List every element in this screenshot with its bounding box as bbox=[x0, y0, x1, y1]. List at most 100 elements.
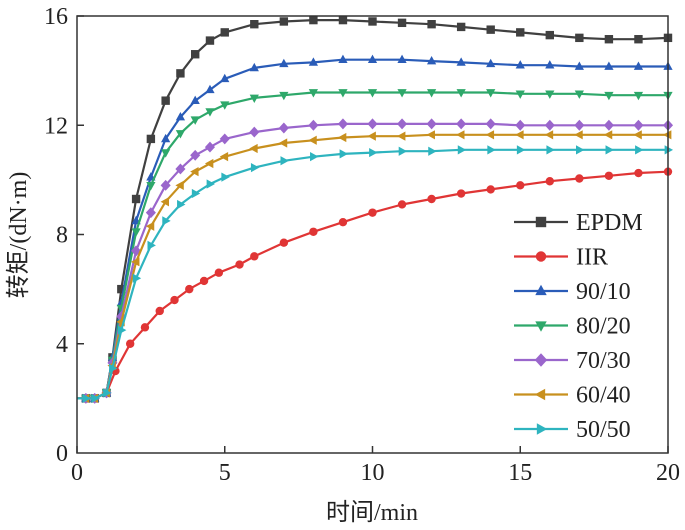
data-point bbox=[633, 91, 644, 101]
data-point bbox=[456, 57, 466, 66]
data-point bbox=[485, 118, 496, 130]
data-point bbox=[368, 17, 377, 26]
series-50-50 bbox=[77, 145, 674, 403]
data-point bbox=[338, 89, 348, 98]
data-point bbox=[603, 119, 614, 131]
series-line bbox=[77, 170, 669, 400]
data-point bbox=[575, 145, 585, 155]
data-point bbox=[199, 276, 209, 286]
data-point bbox=[516, 28, 525, 37]
data-point bbox=[605, 145, 614, 155]
legend-marker bbox=[534, 353, 548, 367]
data-point bbox=[545, 177, 554, 186]
data-point bbox=[428, 146, 437, 156]
data-point bbox=[456, 22, 466, 32]
data-point bbox=[103, 388, 112, 398]
data-point bbox=[367, 54, 378, 64]
data-point bbox=[486, 25, 495, 34]
data-point bbox=[575, 174, 584, 183]
data-point bbox=[191, 50, 200, 59]
data-point bbox=[485, 130, 495, 140]
legend-marker bbox=[535, 321, 547, 332]
data-point bbox=[545, 90, 555, 99]
data-point bbox=[214, 268, 224, 277]
legend-entry: 90/10 bbox=[514, 279, 631, 305]
data-point bbox=[338, 218, 348, 227]
data-point bbox=[176, 69, 185, 78]
data-point bbox=[367, 89, 378, 98]
data-point bbox=[426, 118, 437, 130]
x-tick-label: 15 bbox=[508, 460, 532, 486]
data-point bbox=[338, 15, 348, 25]
data-point bbox=[160, 197, 170, 207]
data-point bbox=[398, 146, 408, 156]
data-point bbox=[635, 145, 644, 155]
data-point bbox=[338, 54, 348, 64]
x-tick-label: 5 bbox=[219, 460, 231, 486]
data-point bbox=[161, 133, 171, 143]
y-tick-label: 4 bbox=[56, 332, 68, 358]
data-point bbox=[145, 207, 156, 219]
data-point bbox=[456, 130, 465, 140]
data-point bbox=[426, 130, 435, 140]
data-point bbox=[427, 194, 436, 204]
legend-label: 80/20 bbox=[576, 314, 631, 340]
data-point bbox=[191, 188, 201, 199]
data-point bbox=[487, 145, 496, 155]
data-point bbox=[633, 130, 642, 140]
data-point bbox=[486, 89, 496, 98]
legend-marker bbox=[534, 388, 546, 401]
data-point bbox=[204, 158, 214, 169]
data-point bbox=[662, 130, 672, 140]
data-point bbox=[309, 15, 318, 25]
legend-entry: 80/20 bbox=[514, 314, 631, 340]
legend-entry: EPDM bbox=[514, 210, 643, 236]
data-point bbox=[131, 228, 141, 237]
data-point bbox=[339, 149, 348, 159]
x-tick-label: 10 bbox=[361, 460, 385, 486]
legend-marker bbox=[535, 284, 547, 296]
data-point bbox=[117, 325, 127, 335]
legend-label: EPDM bbox=[576, 210, 643, 236]
data-point bbox=[426, 56, 437, 65]
data-point bbox=[603, 130, 613, 140]
legend-label: 70/30 bbox=[576, 348, 631, 374]
data-point bbox=[544, 119, 555, 131]
legend-entry: 60/40 bbox=[514, 383, 631, 409]
data-point bbox=[337, 118, 348, 130]
data-point bbox=[426, 89, 437, 98]
data-point bbox=[170, 295, 179, 305]
data-point bbox=[279, 238, 289, 247]
data-point bbox=[664, 145, 674, 155]
data-point bbox=[486, 185, 495, 194]
legend-label: 90/10 bbox=[576, 279, 631, 305]
data-point bbox=[634, 168, 643, 178]
data-point bbox=[185, 284, 194, 294]
legend-label: 60/40 bbox=[576, 383, 631, 409]
data-point bbox=[309, 227, 318, 236]
data-point bbox=[140, 323, 150, 332]
data-point bbox=[206, 179, 216, 189]
data-point bbox=[308, 119, 319, 131]
data-point bbox=[175, 130, 186, 139]
data-point bbox=[574, 61, 584, 70]
series-line bbox=[77, 148, 668, 400]
data-point bbox=[456, 89, 466, 98]
data-point bbox=[131, 257, 140, 267]
legend: EPDM IIR 90/10 80/20 70/30 60/40 50/50 bbox=[514, 210, 643, 443]
x-axis-label: 时间/min bbox=[326, 499, 418, 526]
legend-marker bbox=[536, 423, 548, 435]
data-point bbox=[250, 252, 259, 261]
data-point bbox=[190, 167, 199, 177]
data-point bbox=[604, 91, 614, 101]
data-point bbox=[235, 260, 244, 269]
data-point bbox=[155, 306, 164, 316]
data-point bbox=[367, 131, 376, 141]
data-point bbox=[308, 57, 319, 66]
data-point bbox=[367, 118, 378, 130]
data-point bbox=[574, 119, 585, 131]
data-point bbox=[278, 122, 289, 134]
data-point bbox=[397, 131, 406, 141]
data-point bbox=[633, 119, 644, 131]
data-point bbox=[221, 172, 230, 182]
